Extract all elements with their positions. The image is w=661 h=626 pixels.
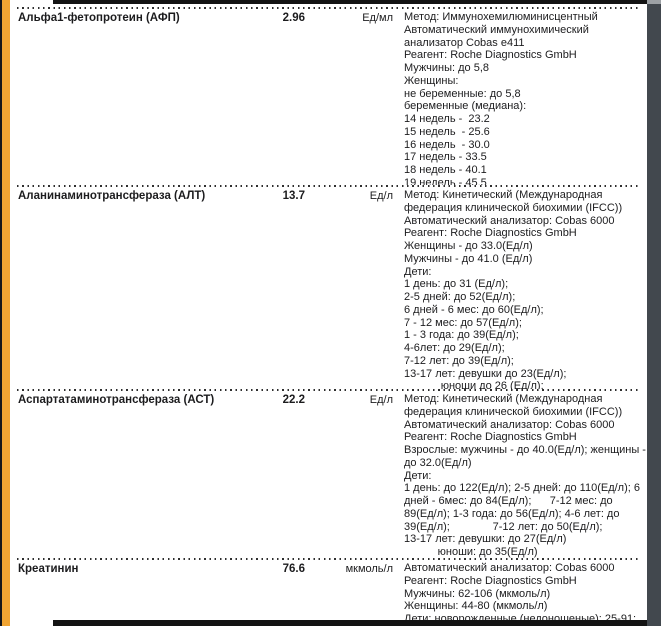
bottom-frame-bar [53, 620, 647, 626]
top-frame-bar [53, 0, 647, 4]
row-separator [17, 389, 640, 391]
test-name: Аланинаминотрансфераза (АЛТ) [18, 190, 206, 202]
row-separator [17, 185, 640, 187]
results-table: Альфа1-фетопротеин (АФП) 2.96 Ед/мл Мето… [10, 7, 647, 624]
table-row: Аланинаминотрансфераза (АЛТ) 13.7 Ед/л М… [10, 187, 647, 389]
test-method: Метод: Кинетический (Международная федер… [404, 189, 623, 389]
test-value: 76.6 [282, 563, 305, 575]
table-row: Аспартатаминотрансфераза (АСТ) 22.2 Ед/л… [10, 391, 647, 558]
test-name: Креатинин [18, 563, 79, 575]
test-value: 22.2 [282, 394, 305, 406]
scrollbar-track[interactable] [647, 0, 661, 626]
scrollbar-track-top [647, 0, 661, 4]
accent-stripe [2, 0, 10, 626]
table-row: Альфа1-фетопротеин (АФП) 2.96 Ед/мл Мето… [10, 9, 647, 185]
row-separator [17, 7, 640, 9]
table-row: Креатинин 76.6 мкмоль/л Автоматический а… [10, 560, 647, 624]
window-left-edge [0, 0, 2, 626]
test-name: Альфа1-фетопротеин (АФП) [18, 12, 180, 24]
test-value: 13.7 [282, 190, 305, 202]
test-name: Аспартатаминотрансфераза (АСТ) [18, 394, 215, 406]
test-unit: Ед/л [369, 190, 393, 202]
test-unit: Ед/л [369, 394, 393, 406]
test-unit: Ед/мл [362, 12, 393, 24]
test-value: 2.96 [282, 12, 305, 24]
row-separator [17, 558, 640, 560]
test-unit: мкмоль/л [345, 563, 393, 575]
test-method: Метод: Кинетический (Международная федер… [404, 393, 646, 558]
test-method: Автоматический анализатор: Cobas 6000 Ре… [404, 562, 637, 624]
test-method: Метод: Иммунохемилюминисцентный Автомати… [404, 11, 598, 185]
